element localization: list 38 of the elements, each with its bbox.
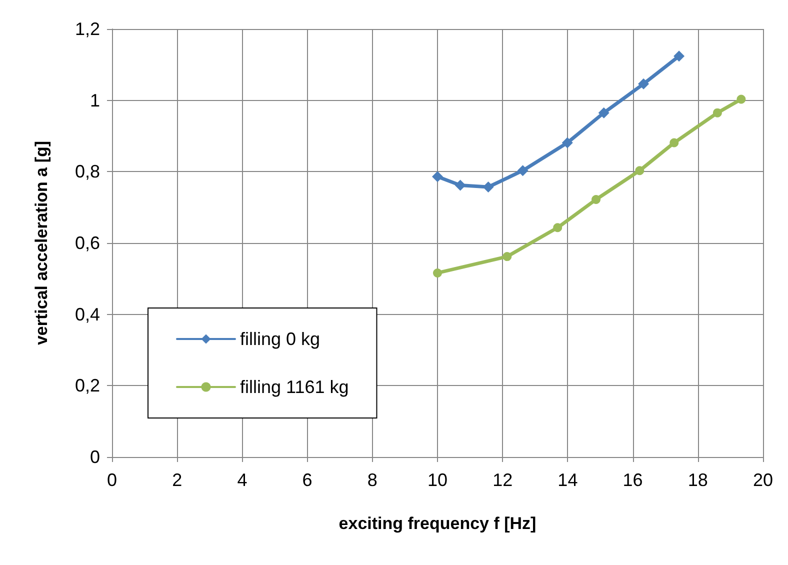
x-tick-label: 20 (752, 470, 774, 490)
point (433, 268, 442, 278)
point (638, 78, 650, 90)
x-tick-label: 18 (688, 470, 708, 490)
x-tick-label: 10 (427, 470, 448, 490)
point (712, 108, 722, 118)
point (736, 94, 746, 104)
y-tick-label: 0 (90, 447, 100, 467)
x-tick-label: 8 (367, 470, 378, 490)
y-tick-label: 1 (90, 90, 100, 110)
point (598, 107, 610, 118)
legend-label: filling 0 kg (240, 329, 320, 349)
point (502, 252, 512, 262)
point (592, 194, 601, 204)
point (482, 182, 494, 193)
point (562, 137, 573, 148)
x-tick-label: 6 (302, 470, 312, 490)
y-tick-label: 0,2 (74, 376, 100, 396)
y-tick-label: 0,8 (74, 162, 100, 182)
y-tick-label: 1,2 (74, 19, 100, 39)
point (670, 138, 679, 148)
x-tick-label: 14 (558, 470, 578, 490)
x-tick-label: 12 (492, 470, 513, 490)
y-tick-label: 0,6 (74, 233, 100, 253)
y-axis-title: vertical acceleration a [g] (32, 140, 51, 346)
point (553, 223, 562, 232)
point (635, 166, 644, 176)
x-tick-label: 0 (106, 470, 118, 490)
point (432, 171, 443, 182)
x-axis-title: exciting frequency f [Hz] (338, 514, 536, 533)
x-tick-label: 2 (172, 470, 182, 490)
x-tick-label: 4 (237, 470, 248, 490)
point (674, 50, 685, 62)
x-tick-label: 16 (622, 470, 643, 490)
point (517, 165, 528, 176)
point (454, 180, 466, 191)
legend-label: filling 1161 kg (240, 377, 349, 397)
y-tick-label: 0,4 (74, 304, 100, 324)
